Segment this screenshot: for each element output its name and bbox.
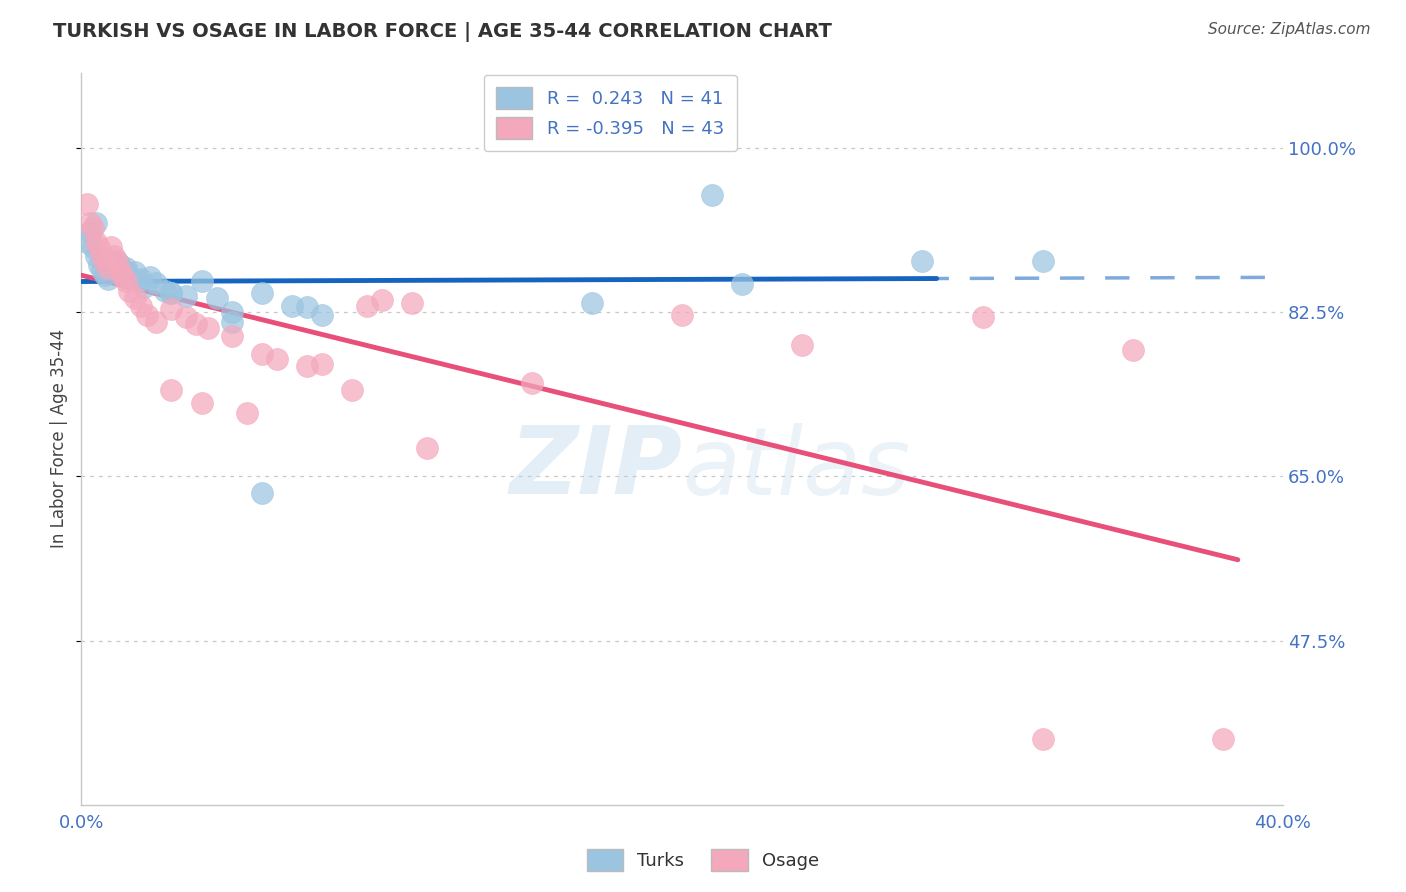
Point — [792, 338, 814, 352]
Point — [124, 291, 146, 305]
Point — [112, 270, 135, 285]
Point — [972, 310, 994, 324]
Point — [110, 258, 132, 272]
Point — [280, 299, 302, 313]
Point — [702, 188, 724, 202]
Point — [115, 265, 138, 279]
Point — [89, 239, 111, 253]
Text: ZIP: ZIP — [509, 422, 682, 514]
Point — [1122, 343, 1144, 357]
Point — [184, 318, 207, 332]
Point — [145, 315, 167, 329]
Point — [86, 235, 108, 249]
Point — [100, 253, 122, 268]
Point — [110, 263, 132, 277]
Point — [1032, 253, 1054, 268]
Point — [671, 308, 693, 322]
Point — [176, 289, 198, 303]
Point — [1212, 731, 1234, 746]
Point — [371, 293, 394, 307]
Point — [520, 376, 543, 390]
Point — [86, 249, 108, 263]
Point — [91, 263, 114, 277]
Point — [340, 383, 363, 397]
Legend: R =  0.243   N = 41, R = -0.395   N = 43: R = 0.243 N = 41, R = -0.395 N = 43 — [484, 75, 737, 152]
Point — [160, 286, 183, 301]
Point — [311, 357, 333, 371]
Point — [581, 295, 603, 310]
Point — [221, 328, 243, 343]
Point — [79, 216, 101, 230]
Point — [124, 265, 146, 279]
Point — [103, 263, 125, 277]
Point — [91, 249, 114, 263]
Point — [139, 270, 162, 285]
Legend: Turks, Osage: Turks, Osage — [579, 842, 827, 879]
Point — [131, 272, 153, 286]
Point — [160, 383, 183, 397]
Point — [118, 270, 141, 285]
Point — [103, 249, 125, 263]
Point — [250, 286, 273, 301]
Point — [115, 261, 138, 276]
Point — [76, 197, 98, 211]
Point — [235, 406, 257, 420]
Point — [190, 274, 212, 288]
Point — [221, 315, 243, 329]
Text: atlas: atlas — [682, 423, 911, 514]
Point — [76, 235, 98, 249]
Point — [115, 274, 138, 288]
Point — [82, 239, 104, 253]
Y-axis label: In Labor Force | Age 35-44: In Labor Force | Age 35-44 — [51, 329, 67, 549]
Point — [145, 276, 167, 290]
Point — [155, 284, 177, 298]
Point — [205, 291, 228, 305]
Point — [94, 268, 117, 282]
Point — [160, 302, 183, 317]
Point — [82, 220, 104, 235]
Point — [250, 486, 273, 500]
Point — [176, 310, 198, 324]
Point — [266, 352, 288, 367]
Point — [160, 286, 183, 301]
Point — [94, 255, 117, 269]
Point — [100, 239, 122, 253]
Point — [134, 280, 156, 294]
Point — [356, 299, 378, 313]
Point — [105, 253, 128, 268]
Point — [1032, 731, 1054, 746]
Point — [131, 299, 153, 313]
Point — [295, 301, 318, 315]
Point — [89, 258, 111, 272]
Point — [295, 359, 318, 373]
Point — [416, 441, 439, 455]
Point — [311, 308, 333, 322]
Point — [731, 277, 754, 291]
Point — [118, 284, 141, 298]
Point — [136, 308, 159, 322]
Text: TURKISH VS OSAGE IN LABOR FORCE | AGE 35-44 CORRELATION CHART: TURKISH VS OSAGE IN LABOR FORCE | AGE 35… — [53, 22, 832, 42]
Point — [112, 265, 135, 279]
Point — [911, 253, 934, 268]
Point — [250, 347, 273, 361]
Point — [105, 255, 128, 269]
Point — [97, 272, 120, 286]
Point — [97, 261, 120, 276]
Point — [79, 226, 101, 240]
Text: Source: ZipAtlas.com: Source: ZipAtlas.com — [1208, 22, 1371, 37]
Point — [197, 321, 219, 335]
Point — [401, 295, 423, 310]
Point — [221, 305, 243, 319]
Point — [86, 216, 108, 230]
Point — [190, 396, 212, 410]
Point — [127, 274, 149, 288]
